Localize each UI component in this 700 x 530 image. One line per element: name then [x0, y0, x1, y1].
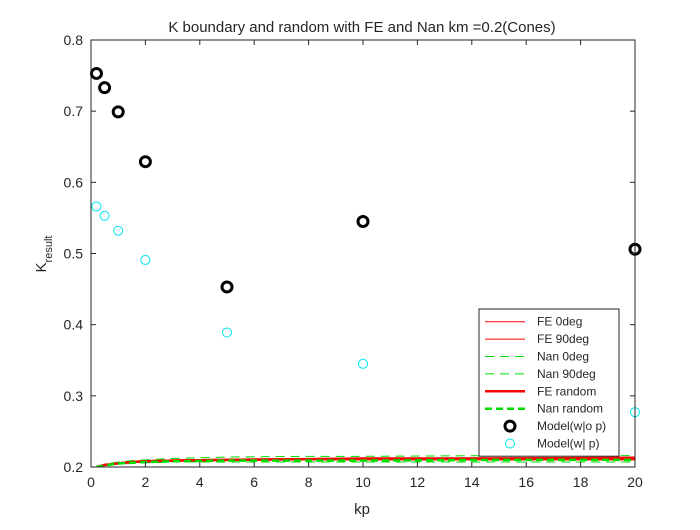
data-point-model-w-p	[358, 358, 368, 369]
data-point-model-w-o-p	[98, 81, 112, 95]
legend-item-nan-90deg: Nan 90deg	[485, 367, 596, 381]
data-point-model-w-p	[140, 254, 151, 265]
y-tick-label: 0.6	[64, 174, 84, 190]
x-tick-label: 14	[464, 474, 480, 490]
series-layer	[96, 455, 635, 467]
legend-label-model-w-p: Model(w| p)	[537, 437, 599, 451]
legend-label-nan-random: Nan random	[537, 402, 603, 416]
data-point-model-w-p	[222, 327, 232, 338]
series-line-nan-random	[96, 458, 635, 467]
legend-item-nan-0deg: Nan 0deg	[485, 350, 589, 364]
data-point-model-w-o-p	[138, 155, 152, 169]
y-axis-label-subscript: result	[43, 236, 55, 263]
legend-item-model-w-p: Model(w| p)	[505, 437, 599, 451]
y-tick-label: 0.4	[64, 317, 84, 333]
y-tick-label: 0.8	[64, 32, 84, 48]
x-tick-label: 12	[410, 474, 426, 490]
legend-item-fe-90deg: FE 90deg	[485, 332, 589, 346]
legend-item-model-w-o-p: Model(w|o p)	[503, 419, 606, 433]
x-tick-label: 6	[250, 474, 258, 490]
y-tick-label: 0.7	[64, 103, 84, 119]
legend-label-fe-90deg: FE 90deg	[537, 332, 589, 346]
data-point-model-w-o-p	[111, 105, 125, 119]
legend-label-nan-90deg: Nan 90deg	[537, 367, 596, 381]
x-tick-label: 18	[573, 474, 589, 490]
legend-label-fe-0deg: FE 0deg	[537, 315, 582, 329]
chart-title: K boundary and random with FE and Nan km…	[168, 19, 555, 36]
data-point-model-w-p	[99, 210, 110, 221]
y-axis: 0.2 0.3 0.4 0.5 0.6 0.7 0.8	[64, 32, 635, 475]
legend-item-fe-random: FE random	[485, 384, 596, 398]
legend-item-nan-random: Nan random	[485, 402, 603, 416]
y-tick-label: 0.2	[64, 459, 84, 475]
x-tick-label: 8	[305, 474, 313, 490]
x-tick-label: 10	[355, 474, 371, 490]
legend-item-fe-0deg: FE 0deg	[485, 315, 582, 329]
x-axis-label: kp	[354, 501, 370, 518]
data-point-model-w-o-p	[220, 280, 234, 294]
x-tick-label: 0	[87, 474, 95, 490]
legend-swatch-model-w-o-p	[503, 419, 517, 433]
data-point-model-w-o-p	[356, 214, 370, 228]
legend-box	[478, 308, 620, 457]
y-tick-label: 0.3	[64, 388, 84, 404]
legend: FE 0deg FE 90deg Nan 0deg Nan 90deg FE rando…	[478, 308, 620, 457]
y-axis-label: Kresult	[33, 236, 55, 273]
x-tick-label: 4	[196, 474, 204, 490]
x-tick-label: 20	[627, 474, 643, 490]
legend-label-fe-random: FE random	[537, 384, 596, 398]
data-point-model-w-p	[91, 201, 102, 212]
y-axis-label-main: K	[33, 262, 50, 272]
legend-label-model-w-o-p: Model(w|o p)	[537, 419, 606, 433]
x-tick-label: 2	[142, 474, 150, 490]
legend-swatch-model-w-p	[505, 438, 515, 449]
data-point-model-w-p	[113, 225, 124, 236]
legend-label-nan-0deg: Nan 0deg	[537, 350, 589, 364]
x-tick-label: 16	[518, 474, 534, 490]
y-tick-label: 0.5	[64, 246, 84, 262]
x-axis: 0 2 4 6 8 10 12 14 16 18 20	[87, 40, 643, 490]
